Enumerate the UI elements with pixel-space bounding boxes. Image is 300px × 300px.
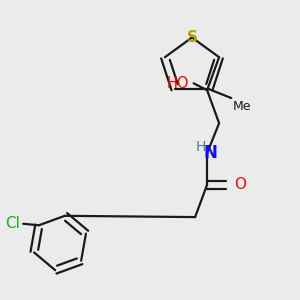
Text: Cl: Cl — [5, 216, 20, 231]
Text: Me: Me — [233, 100, 251, 112]
Text: N: N — [204, 144, 218, 162]
Text: H: H — [195, 140, 206, 154]
Text: O: O — [234, 177, 246, 192]
Text: S: S — [187, 30, 197, 45]
Text: HO: HO — [167, 76, 189, 91]
